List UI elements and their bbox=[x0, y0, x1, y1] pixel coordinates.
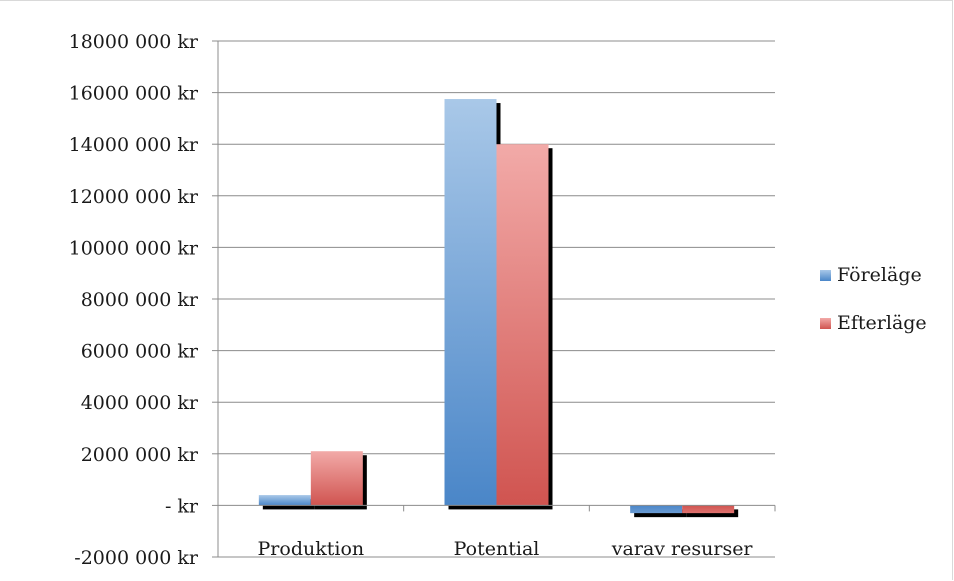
y-tick-label: 12000 000 kr bbox=[69, 186, 199, 208]
legend-label: Efterläge bbox=[837, 312, 927, 334]
y-tick-label: - kr bbox=[165, 495, 199, 517]
x-axis-labels: Produktion Potential varav resurser bbox=[258, 538, 754, 560]
efterläge-bar bbox=[682, 505, 735, 514]
x-tick-label: Produktion bbox=[258, 538, 365, 560]
x-tick-label: varav resurser bbox=[611, 538, 754, 560]
legend-swatch bbox=[820, 318, 831, 329]
efterläge-bar bbox=[496, 144, 549, 506]
bar-shadow bbox=[634, 509, 687, 518]
bars bbox=[258, 99, 739, 518]
x-tick-label: Potential bbox=[454, 538, 540, 560]
y-tick-label: 2000 000 kr bbox=[81, 444, 199, 466]
foreläge-bar bbox=[630, 505, 683, 514]
y-tick-label: -2000 000 kr bbox=[74, 547, 199, 569]
y-tick-label: 16000 000 kr bbox=[69, 83, 199, 105]
x-axis bbox=[217, 504, 776, 512]
legend: Föreläge Efterläge bbox=[820, 264, 927, 334]
efterläge-bar bbox=[310, 451, 363, 506]
bar-shadow bbox=[686, 509, 739, 518]
y-tick-label: 18000 000 kr bbox=[69, 31, 199, 53]
y-axis-ticks: 18000 000 kr 16000 000 kr 14000 000 kr 1200… bbox=[69, 31, 219, 569]
foreläge-bar bbox=[444, 99, 497, 506]
foreläge-bar bbox=[258, 495, 311, 506]
legend-swatch bbox=[820, 270, 831, 281]
y-tick-label: 6000 000 kr bbox=[81, 341, 199, 363]
legend-label: Föreläge bbox=[837, 264, 922, 286]
y-tick-label: 4000 000 kr bbox=[81, 392, 199, 414]
y-tick-label: 10000 000 kr bbox=[69, 237, 199, 259]
y-tick-label: 8000 000 kr bbox=[81, 289, 199, 311]
y-tick-label: 14000 000 kr bbox=[69, 134, 199, 156]
